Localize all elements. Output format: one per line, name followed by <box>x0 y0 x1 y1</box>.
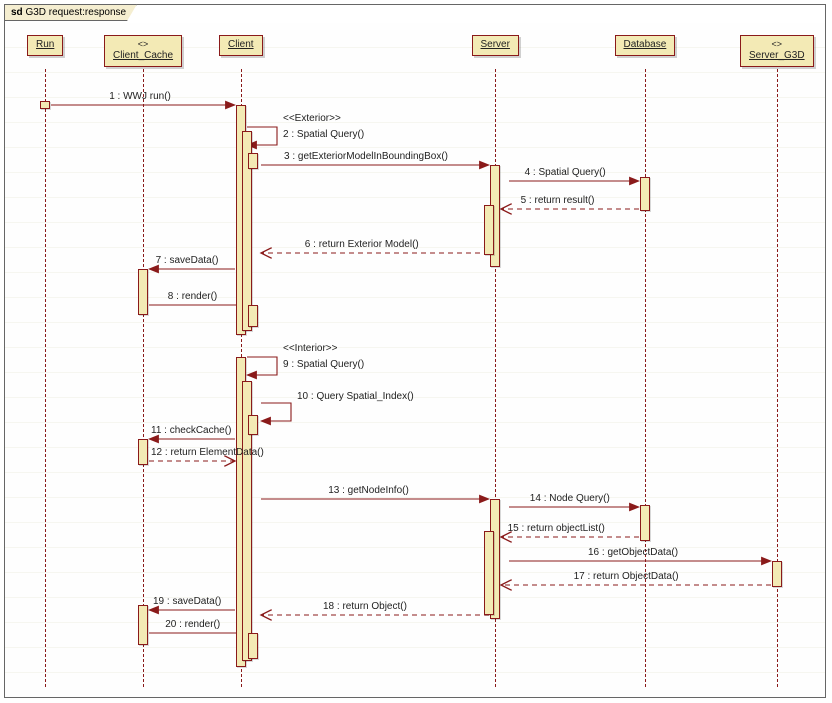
activation-db <box>640 505 650 541</box>
lifeline-client: Client <box>219 35 263 56</box>
diagram-frame: sd G3D request:response Run<>Client_Cach… <box>4 4 826 698</box>
activation-cache <box>138 439 148 465</box>
activation-server <box>484 531 494 615</box>
msg-13: 13 : getNodeInfo() <box>328 485 409 496</box>
msg-stereo-2: <<Exterior>> <box>283 113 341 124</box>
msg-14: 14 : Node Query() <box>530 493 610 504</box>
activation-client <box>248 633 258 659</box>
msg-16: 16 : getObjectData() <box>588 547 678 558</box>
arrow-layer <box>5 5 825 697</box>
activation-server <box>484 205 494 255</box>
msg-18: 18 : return Object() <box>323 601 407 612</box>
msg-2: 2 : Spatial Query() <box>283 129 364 140</box>
msg-stereo-9: <<Interior>> <box>283 343 337 354</box>
activation-db <box>640 177 650 211</box>
activation-g3d <box>772 561 782 587</box>
lifeline-run: Run <box>27 35 63 56</box>
msg-11: 11 : checkCache() <box>151 425 231 436</box>
activation-client <box>248 153 258 169</box>
activation-run <box>40 101 50 109</box>
activation-cache <box>138 269 148 315</box>
diagram-stage: Run <>Client_Cache Client Server Database <>S… <box>5 5 825 697</box>
msg-17: 17 : return ObjectData() <box>574 571 679 582</box>
msg-6: 6 : return Exterior Model() <box>305 239 419 250</box>
msg-1: 1 : WWJ run() <box>109 91 171 102</box>
msg-9: 9 : Spatial Query() <box>283 359 364 370</box>
lifeline-line-cache <box>143 69 144 687</box>
lifeline-server: Server <box>472 35 519 56</box>
msg-5: 5 : return result() <box>521 195 595 206</box>
msg-19: 19 : saveData() <box>153 596 221 607</box>
msg-7: 7 : saveData() <box>156 255 219 266</box>
msg-8: 8 : render() <box>168 291 217 302</box>
msg-12: 12 : return ElementData() <box>151 447 264 458</box>
activation-client <box>248 415 258 435</box>
lifeline-line-g3d <box>777 69 778 687</box>
lifeline-cache: <>Client_Cache <box>104 35 182 67</box>
activation-cache <box>138 605 148 645</box>
lifeline-g3d: <>Server_G3D <box>740 35 814 67</box>
msg-10: 10 : Query Spatial_Index() <box>297 391 414 402</box>
msg-4: 4 : Spatial Query() <box>525 167 606 178</box>
msg-3: 3 : getExteriorModelInBoundingBox() <box>284 151 448 162</box>
activation-client <box>248 305 258 327</box>
lifeline-db: Database <box>615 35 676 56</box>
lifeline-line-run <box>45 69 46 687</box>
lifeline-line-db <box>645 69 646 687</box>
msg-20: 20 : render() <box>165 619 220 630</box>
msg-15: 15 : return objectList() <box>508 523 605 534</box>
